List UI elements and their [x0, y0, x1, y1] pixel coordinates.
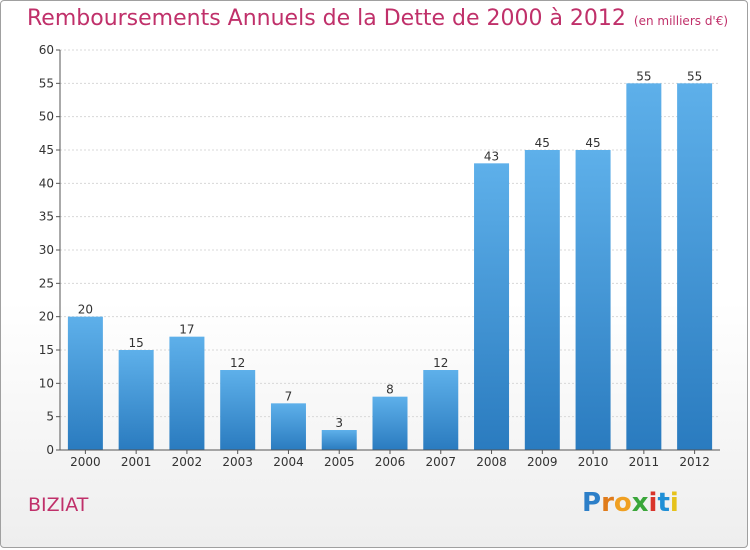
bar-value-label: 55 — [687, 69, 702, 83]
x-tick-label: 2006 — [375, 455, 406, 469]
title-text: Remboursements Annuels de la Dette de 20… — [27, 6, 626, 31]
bar-value-label: 8 — [386, 383, 394, 397]
bar-value-label: 43 — [484, 149, 499, 163]
y-tick-label: 20 — [39, 310, 54, 324]
bar-value-label: 45 — [535, 136, 550, 150]
bar-value-label: 15 — [129, 336, 144, 350]
x-tick-label: 2012 — [679, 455, 710, 469]
x-tick-label: 2010 — [578, 455, 609, 469]
x-tick-label: 2001 — [121, 455, 152, 469]
x-tick-label: 2011 — [629, 455, 660, 469]
x-tick-label: 2004 — [273, 455, 304, 469]
bar-value-label: 7 — [285, 389, 293, 403]
y-tick-label: 45 — [39, 143, 54, 157]
logo-letter: P — [582, 488, 602, 518]
y-tick-label: 5 — [46, 410, 54, 424]
bar — [575, 150, 611, 450]
town-name: BIZIAT — [28, 494, 89, 516]
bar-value-label: 12 — [433, 356, 448, 370]
y-tick-label: 25 — [39, 276, 54, 290]
bar-value-label: 12 — [230, 356, 245, 370]
bar — [270, 403, 306, 450]
x-tick-label: 2000 — [70, 455, 101, 469]
proxiti-logo[interactable]: Proxiti — [582, 488, 679, 518]
bar — [321, 430, 357, 450]
bar-value-label: 45 — [585, 136, 600, 150]
bar — [474, 163, 510, 451]
y-tick-label: 30 — [39, 243, 54, 257]
y-tick-label: 55 — [39, 76, 54, 90]
x-tick-label: 2003 — [222, 455, 253, 469]
bar-value-label: 3 — [335, 416, 343, 430]
chart-title: Remboursements Annuels de la Dette de 20… — [27, 6, 728, 31]
bar — [169, 336, 205, 450]
logo-letter: x — [631, 488, 649, 518]
y-tick-label: 40 — [39, 176, 54, 190]
bar-value-label: 17 — [179, 323, 194, 337]
y-tick-label: 60 — [39, 43, 54, 57]
bar-value-label: 20 — [78, 303, 93, 317]
bar-value-label: 55 — [636, 69, 651, 83]
y-tick-label: 10 — [39, 376, 54, 390]
unit-label: (en milliers d'€) — [633, 14, 729, 28]
y-tick-label: 50 — [39, 110, 54, 124]
y-tick-label: 15 — [39, 343, 54, 357]
y-tick-label: 0 — [46, 443, 54, 457]
x-tick-label: 2008 — [476, 455, 507, 469]
bar — [118, 350, 154, 450]
bar — [626, 83, 662, 450]
logo-letter: i — [669, 488, 679, 518]
logo-letter: r — [601, 488, 614, 518]
bar — [220, 370, 256, 450]
x-tick-label: 2007 — [425, 455, 456, 469]
x-tick-label: 2009 — [527, 455, 558, 469]
bar — [67, 316, 103, 450]
x-tick-label: 2002 — [172, 455, 203, 469]
bar — [372, 396, 408, 450]
logo-letter: o — [613, 488, 632, 518]
y-tick-label: 35 — [39, 210, 54, 224]
logo-letter: i — [648, 488, 658, 518]
bar — [677, 83, 713, 450]
logo-letter: t — [657, 488, 670, 518]
bar — [423, 370, 459, 450]
bar — [524, 150, 560, 450]
x-tick-label: 2005 — [324, 455, 355, 469]
